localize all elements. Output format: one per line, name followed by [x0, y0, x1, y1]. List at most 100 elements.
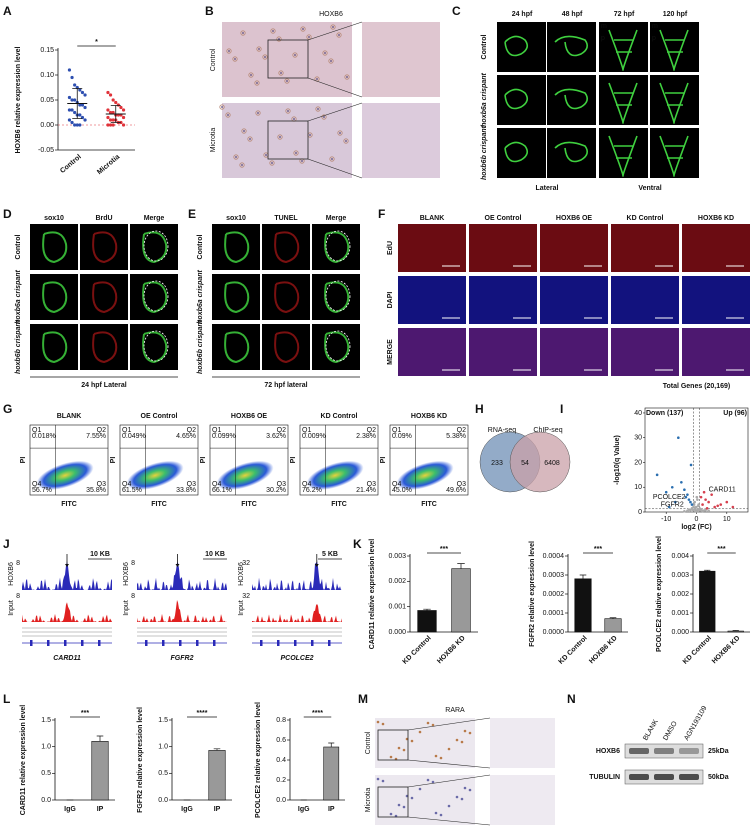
x-tick-label: IP [97, 806, 104, 813]
tissue [224, 231, 250, 264]
data-point [693, 500, 696, 504]
micrograph [490, 775, 555, 825]
tissue [42, 281, 68, 314]
column-label: Merge [326, 215, 347, 222]
cell [410, 739, 414, 743]
row-label: hoxb6a crispant [197, 269, 204, 323]
bar [451, 568, 471, 633]
column-label: TUNEL [274, 215, 298, 222]
embryo [554, 141, 589, 163]
data-point [699, 495, 703, 499]
anatomy-mark: m [601, 23, 607, 30]
axis-label: FITC [331, 501, 347, 508]
y-tick-label: 0.5 [158, 770, 168, 777]
micrograph [611, 224, 679, 272]
tissue [274, 281, 300, 314]
legend-label: Down (137) [646, 410, 683, 417]
data-point [108, 93, 113, 97]
cell [232, 56, 238, 62]
row-label: hoxb6a crispant [481, 72, 488, 126]
y-tick-label: 0.10 [40, 72, 54, 79]
cell [276, 36, 282, 42]
tissue [92, 281, 118, 314]
bar [727, 630, 744, 633]
micrograph [375, 775, 475, 825]
track-label: HOXB6 [238, 562, 245, 586]
set-label: RNA-seq [488, 427, 517, 434]
data-point [689, 508, 692, 512]
row-label: hoxb6a crispant [15, 269, 22, 323]
gene-name: FGFR2 [171, 655, 194, 662]
event-cloud [216, 460, 274, 490]
gene-name: CARD11 [53, 655, 81, 662]
cell [418, 787, 422, 791]
nucleus [301, 160, 303, 162]
blot-band [679, 774, 699, 780]
micrograph [212, 324, 260, 370]
quadrant-name: Q1 [302, 427, 311, 434]
data-point [689, 500, 692, 504]
micrograph [80, 324, 128, 370]
plot-title: KD Control [321, 413, 358, 420]
micrograph [611, 276, 679, 324]
axis-label: PI [290, 457, 297, 464]
exon [30, 640, 33, 646]
tissue [142, 331, 168, 364]
y-axis-label: -log10(q Value) [614, 435, 621, 485]
embryo [504, 88, 529, 110]
zoom-box [267, 39, 309, 79]
nucleus [324, 52, 326, 54]
nucleus [221, 106, 223, 108]
nucleus [308, 36, 310, 38]
error-bar [732, 630, 739, 632]
column-label: Merge [144, 215, 165, 222]
cell [233, 154, 239, 160]
micrograph [375, 718, 475, 768]
data-point [686, 493, 689, 496]
cartilage [608, 29, 638, 71]
nucleus [235, 156, 237, 158]
bar [91, 741, 109, 801]
quadrant-name: Q1 [32, 427, 41, 434]
micrograph [490, 718, 555, 768]
data-point [698, 507, 702, 510]
cell [285, 108, 291, 114]
nucleus [294, 54, 296, 56]
micrograph [262, 324, 310, 370]
exon [260, 640, 263, 646]
band-size: 50kDa [708, 774, 729, 781]
micrograph [80, 274, 128, 320]
data-point [731, 505, 735, 509]
quadrant-percent: 5.38% [446, 433, 466, 440]
cell [376, 777, 380, 781]
outline [143, 330, 169, 362]
column-label: sox10 [44, 215, 64, 222]
data-point [691, 508, 695, 512]
quadrant-percent: 21.4% [356, 487, 376, 494]
gene-annotation: PCOLCE2 [653, 494, 686, 501]
cell [431, 780, 435, 784]
quadrant-name: Q3 [367, 481, 376, 488]
cell [322, 50, 328, 56]
exon [162, 640, 165, 646]
quadrant-percent: 7.55% [86, 433, 106, 440]
cell [434, 754, 438, 758]
x-tick-label: IgG [181, 806, 193, 813]
panel-label: F [378, 207, 385, 221]
cell [418, 730, 422, 734]
data-point [70, 75, 74, 80]
nucleus [295, 152, 297, 154]
axis-label: PI [200, 457, 207, 464]
x-tick-label: 0 [695, 516, 699, 523]
error-bar [579, 574, 587, 579]
column-label: 24 hpf [512, 11, 533, 18]
column-label: BLANK [420, 215, 445, 222]
x-tick-label: 10 [723, 516, 731, 523]
set-count: 6408 [544, 460, 560, 467]
nucleus [272, 30, 274, 32]
signal-track-image [137, 562, 227, 590]
quadrant-percent: 3.62% [266, 433, 286, 440]
embryo [554, 35, 589, 57]
cell [248, 72, 254, 78]
